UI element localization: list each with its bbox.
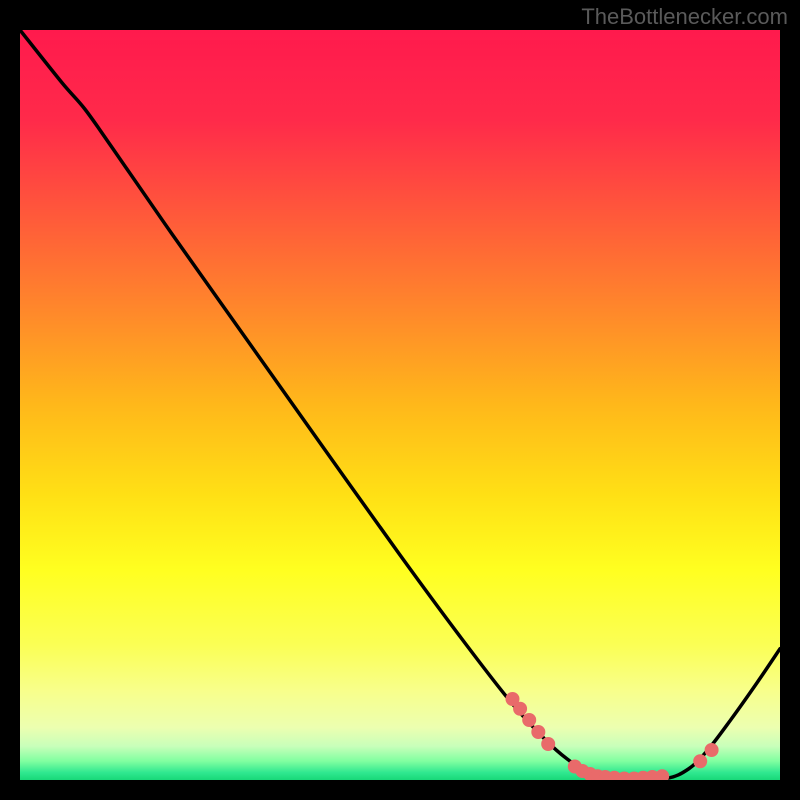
- data-marker: [705, 744, 718, 757]
- data-marker: [694, 755, 707, 768]
- plot-area: [20, 30, 780, 780]
- data-marker: [542, 738, 555, 751]
- attribution-text: TheBottlenecker.com: [581, 4, 788, 30]
- marker-group: [506, 693, 718, 781]
- bottleneck-curve: [20, 30, 780, 779]
- data-marker: [656, 770, 669, 780]
- data-marker: [532, 726, 545, 739]
- data-marker: [514, 702, 527, 715]
- chart-curve-layer: [20, 30, 780, 780]
- data-marker: [523, 714, 536, 727]
